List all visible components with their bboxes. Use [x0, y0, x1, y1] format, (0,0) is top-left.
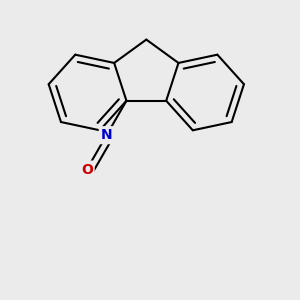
- Text: N: N: [101, 128, 112, 142]
- Text: O: O: [81, 163, 93, 177]
